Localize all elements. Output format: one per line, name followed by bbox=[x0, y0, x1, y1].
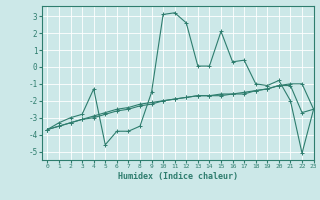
X-axis label: Humidex (Indice chaleur): Humidex (Indice chaleur) bbox=[118, 172, 237, 181]
